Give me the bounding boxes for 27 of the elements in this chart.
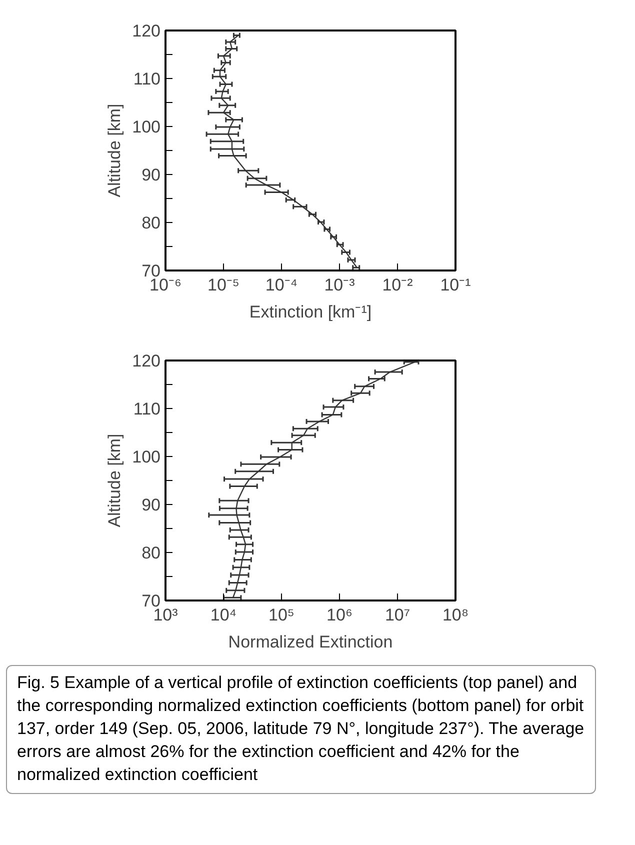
x-tick-label: 10⁻² bbox=[382, 276, 414, 294]
x-axis-title: Extinction [km⁻¹] bbox=[249, 302, 372, 322]
y-axis-title: Altitude [km] bbox=[105, 104, 124, 198]
y-axis-title: Altitude [km] bbox=[105, 434, 124, 528]
y-tick-label: 120 bbox=[132, 352, 161, 370]
x-axis-title: Normalized Extinction bbox=[228, 632, 393, 652]
x-tick-label: 10⁷ bbox=[384, 606, 410, 624]
y-tick-label: 80 bbox=[142, 214, 161, 232]
y-tick-label: 80 bbox=[142, 544, 161, 562]
y-tick-label: 120 bbox=[132, 22, 161, 40]
x-tick-label: 10⁸ bbox=[442, 606, 469, 624]
y-tick-label: 110 bbox=[133, 70, 161, 88]
caption: Fig. 5 Example of a vertical profile of extinction coefficients (top panel) and the corresponding normalized extinction coefficients (bottom panel) for orbit 137, order 149 (Sep. 05, 2006, latitude 79 N°, longitude 237°). The average errors are almost 26% for the extinction coefficient and 42% for the normalized extinction coefficient bbox=[6, 665, 596, 794]
x-tick-label: 10⁵ bbox=[268, 606, 294, 624]
y-tick-label: 110 bbox=[133, 400, 161, 418]
x-tick-label: 10⁻⁶ bbox=[150, 276, 182, 294]
x-tick-label: 10⁻¹ bbox=[440, 276, 472, 294]
x-tick-label: 10⁻⁵ bbox=[208, 276, 240, 294]
y-tick-label: 100 bbox=[132, 118, 161, 136]
x-tick-label: 10³ bbox=[153, 606, 178, 624]
x-tick-label: 10⁴ bbox=[210, 606, 237, 624]
x-tick-label: 10⁶ bbox=[326, 606, 352, 624]
y-tick-label: 90 bbox=[142, 496, 161, 514]
y-tick-label: 100 bbox=[132, 448, 161, 466]
y-tick-label: 90 bbox=[142, 166, 161, 184]
x-tick-label: 10⁻³ bbox=[324, 276, 356, 294]
x-tick-label: 10⁻⁴ bbox=[265, 276, 298, 294]
